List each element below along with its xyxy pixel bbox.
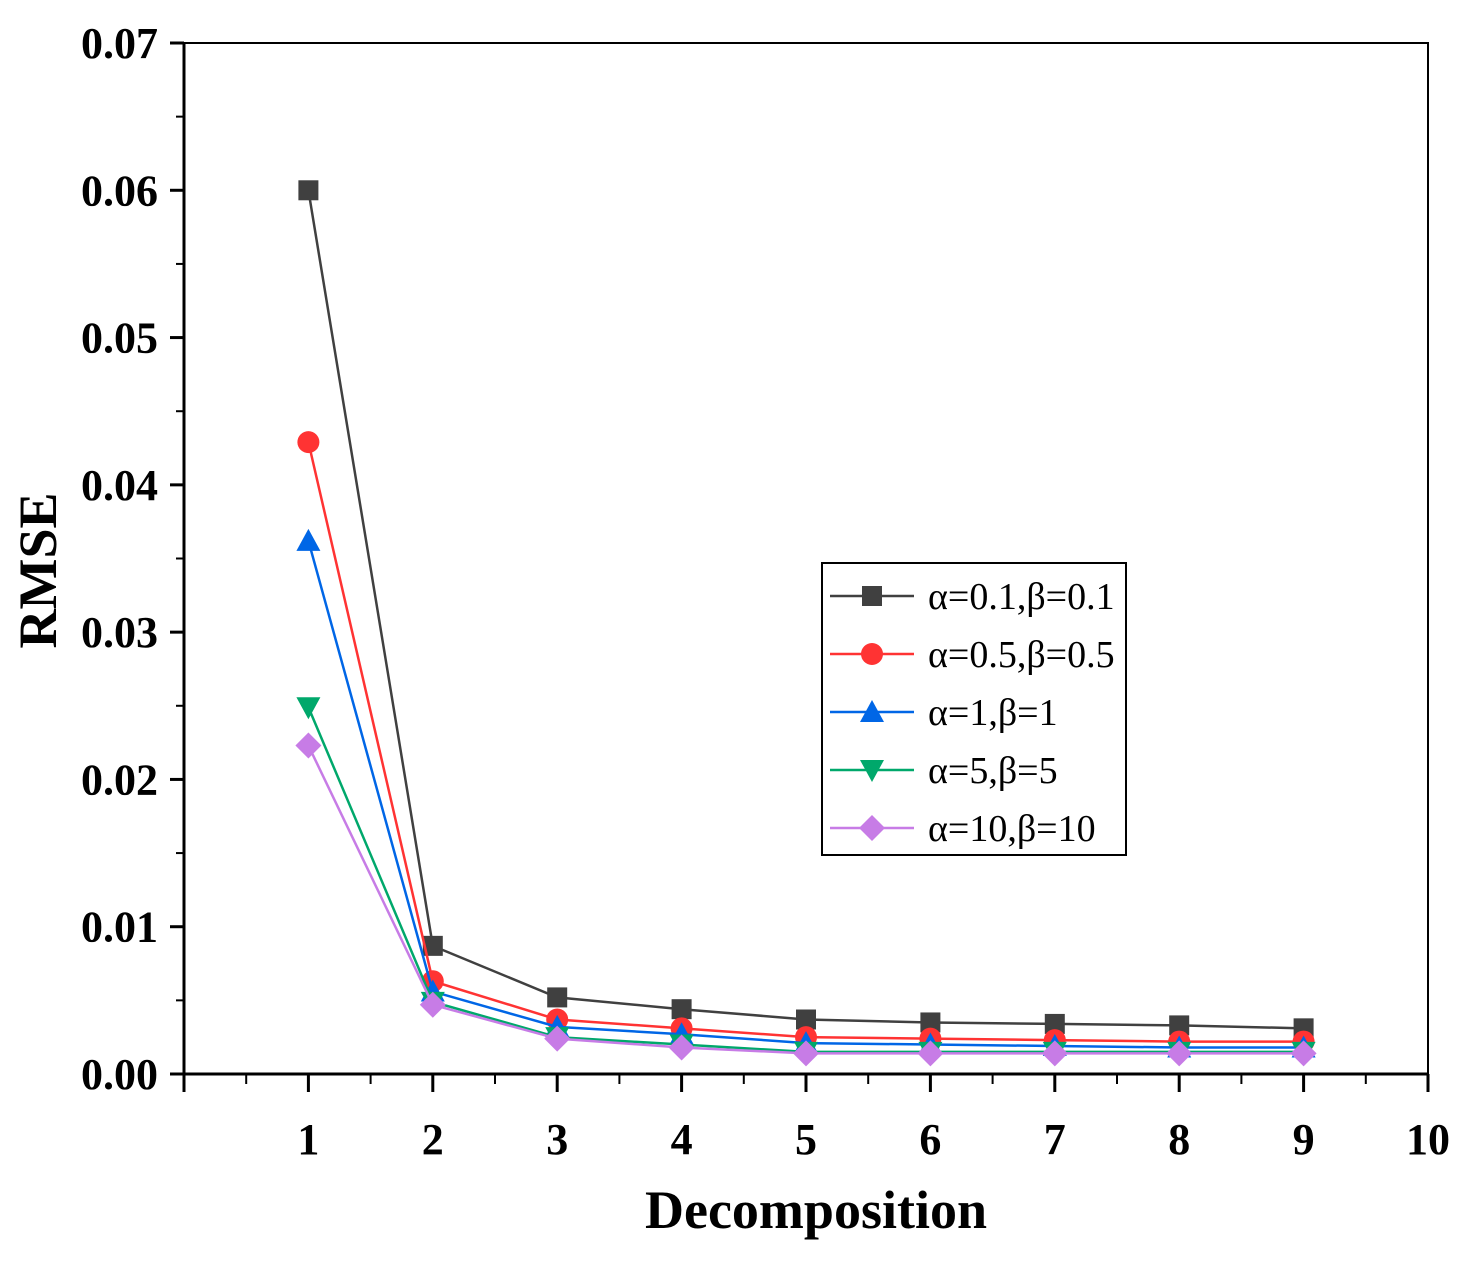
x-tick-label: 2 <box>422 1115 444 1164</box>
x-tick-label: 3 <box>546 1115 568 1164</box>
y-axis-title: RMSE <box>8 492 68 648</box>
series-2 <box>297 431 1315 1053</box>
x-tick-label: 1 <box>297 1115 319 1164</box>
series-line <box>307 441 1304 1043</box>
legend-marker <box>859 815 885 841</box>
y-tick-label: 0.03 <box>81 608 158 657</box>
legend-item: α=5,β=5 <box>830 750 1058 792</box>
x-tick-label: 8 <box>1168 1115 1190 1164</box>
data-point <box>917 1040 944 1067</box>
series-line <box>307 190 1304 1030</box>
data-point <box>1044 1013 1065 1034</box>
y-tick-label: 0.05 <box>81 314 158 363</box>
x-tick-label: 6 <box>919 1115 941 1164</box>
data-point <box>544 1025 571 1052</box>
series-5 <box>295 732 1317 1067</box>
data-point <box>671 999 692 1020</box>
data-point <box>296 528 321 551</box>
y-tick-label: 0.00 <box>81 1050 158 1099</box>
data-point <box>796 1009 816 1030</box>
x-axis-title: Decomposition <box>645 1180 987 1240</box>
data-point <box>296 697 321 720</box>
legend-label: α=10,β=10 <box>928 808 1096 850</box>
data-point <box>1041 1040 1068 1067</box>
plot-frame <box>183 42 1429 1075</box>
x-tick-label: 10 <box>1406 1115 1450 1164</box>
legend-item: α=10,β=10 <box>830 808 1096 850</box>
data-point <box>668 1034 695 1061</box>
series-1 <box>298 180 1314 1039</box>
data-point <box>298 180 319 201</box>
y-tick-label: 0.07 <box>81 19 158 68</box>
data-point <box>295 732 322 759</box>
data-point <box>1166 1040 1193 1067</box>
data-point <box>297 431 320 454</box>
x-tick-label: 5 <box>795 1115 817 1164</box>
data-point <box>920 1012 941 1033</box>
y-tick-label: 0.06 <box>81 166 158 215</box>
x-tick-label: 9 <box>1293 1115 1315 1164</box>
y-tick-label: 0.02 <box>81 755 158 804</box>
legend-label: α=0.5,β=0.5 <box>928 634 1115 676</box>
data-point <box>547 987 568 1008</box>
y-tick-label: 0.04 <box>81 461 158 510</box>
legend-item: α=1,β=1 <box>830 692 1058 734</box>
legend: α=0.1,β=0.1 α=0.5,β=0.5 α=1,β=1 α=5,β=5 α=10… <box>821 562 1127 856</box>
series-line <box>307 540 1304 1049</box>
legend-label: α=0.1,β=0.1 <box>928 576 1115 618</box>
data-point <box>1169 1015 1190 1036</box>
series-3 <box>296 528 1316 1058</box>
legend-item: α=0.5,β=0.5 <box>830 634 1115 676</box>
legend-item: α=0.1,β=0.1 <box>830 576 1115 618</box>
legend-marker <box>860 700 884 722</box>
data-point <box>1290 1040 1317 1067</box>
y-tick-label: 0.01 <box>81 903 158 952</box>
legend-label: α=1,β=1 <box>928 692 1058 734</box>
data-point <box>419 991 446 1018</box>
legend-label: α=5,β=5 <box>928 750 1058 792</box>
data-point <box>793 1040 819 1067</box>
legend-marker <box>862 586 882 606</box>
legend-marker <box>861 643 883 665</box>
series-line <box>307 745 1304 1055</box>
data-point <box>422 935 443 956</box>
legend-marker <box>860 760 884 782</box>
x-tick-label: 7 <box>1044 1115 1066 1164</box>
x-tick-label: 4 <box>671 1115 693 1164</box>
series-line <box>307 706 1304 1054</box>
